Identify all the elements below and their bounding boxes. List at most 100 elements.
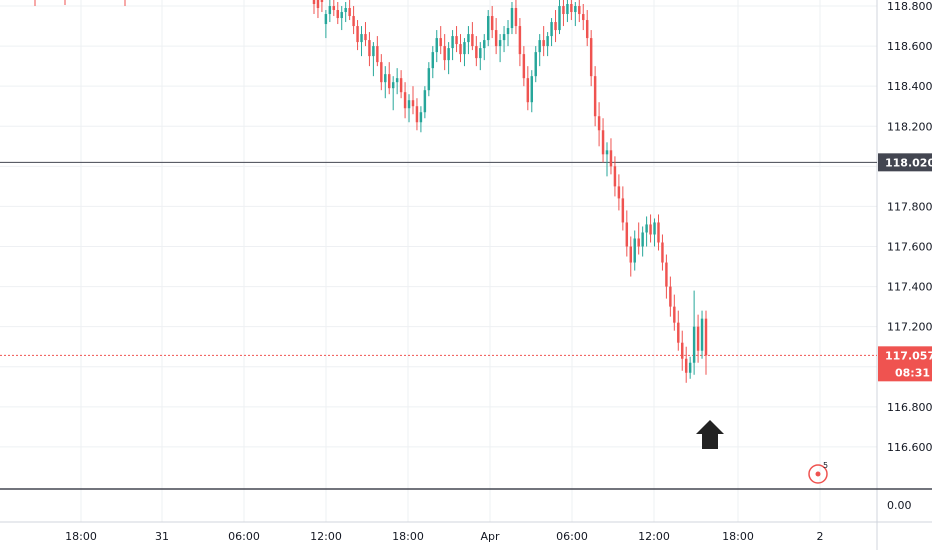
candle-body	[407, 100, 411, 109]
x-tick-label: Apr	[480, 530, 500, 543]
candle-body	[328, 6, 332, 15]
candle-body	[653, 222, 656, 235]
x-tick-label: 12:00	[310, 530, 342, 543]
x-tick-label: 31	[155, 530, 169, 543]
candle-body	[376, 46, 379, 63]
candle-body	[356, 26, 359, 43]
y-tick-label: 116.800	[887, 401, 932, 414]
candle-body	[459, 44, 462, 55]
candle-body	[471, 34, 474, 47]
candle-body	[384, 74, 387, 83]
candle-body	[324, 14, 328, 25]
candle-body	[518, 26, 522, 55]
x-tick-label: 18:00	[392, 530, 424, 543]
candle-body	[637, 238, 640, 247]
x-tick-label: 18:00	[65, 530, 97, 543]
x-tick-label: 18:00	[722, 530, 754, 543]
candle-body	[443, 46, 446, 61]
events-icon[interactable]	[808, 464, 828, 484]
candle-body	[447, 48, 450, 61]
candle-body	[475, 46, 478, 59]
candle-body	[502, 34, 506, 41]
candle-body	[451, 36, 454, 49]
candle-body	[597, 116, 601, 131]
candle-body	[534, 52, 537, 77]
volume-axis-label: 0.00	[887, 499, 912, 512]
y-tick-label: 118.600	[887, 40, 932, 53]
candle-body	[483, 40, 486, 49]
candle-body	[510, 8, 514, 29]
candle-body	[538, 40, 541, 53]
candle-body	[372, 46, 375, 57]
candle-body	[455, 36, 458, 45]
candle-body	[661, 242, 664, 263]
candle-body	[435, 38, 438, 53]
candle-body	[645, 224, 648, 233]
candle-body	[320, 0, 324, 3]
candle-body	[684, 358, 688, 373]
candle-body	[427, 68, 431, 91]
candle-body	[649, 224, 652, 235]
y-tick-label: 117.600	[887, 241, 932, 254]
candle-body	[621, 198, 625, 223]
candle-body	[395, 78, 399, 83]
candle-body	[554, 22, 557, 31]
candle-body	[423, 90, 427, 113]
candle-body	[700, 318, 704, 351]
candle-body	[681, 342, 684, 359]
arrow-up-icon	[696, 420, 724, 449]
candle-body	[530, 76, 534, 103]
candle-body	[688, 362, 692, 373]
candle-body	[657, 222, 660, 243]
candle-body	[352, 16, 355, 27]
candle-body	[562, 6, 565, 15]
candle-body	[439, 38, 442, 47]
candle-body	[526, 78, 530, 103]
candle-body	[415, 106, 419, 123]
candle-body	[399, 78, 403, 93]
candle-body	[431, 52, 435, 69]
events-icon-dot	[815, 471, 821, 477]
candle-body	[498, 40, 502, 47]
x-tick-label: 06:00	[556, 530, 588, 543]
x-tick-label: 2	[817, 530, 824, 543]
candle-body	[641, 232, 644, 247]
candle-body	[344, 8, 347, 13]
candle-body	[609, 150, 613, 167]
candle-body	[542, 40, 545, 47]
candle-body	[669, 286, 672, 307]
candle-body	[312, 0, 316, 5]
candle-body	[613, 166, 617, 187]
candle-body	[332, 6, 336, 11]
candle-body	[364, 34, 367, 41]
x-tick-label: 06:00	[228, 530, 260, 543]
y-tick-label: 117.400	[887, 281, 932, 294]
candle-body	[574, 6, 577, 13]
candle-body	[696, 326, 700, 351]
x-tick-label: 12:00	[638, 530, 670, 543]
candle-body	[514, 8, 518, 27]
horizontal-line-label: 118.020	[885, 156, 932, 169]
y-tick-label: 117.200	[887, 321, 932, 334]
candle-body	[486, 16, 490, 41]
horizontal-line-tag[interactable]	[878, 153, 932, 172]
candle-body	[340, 12, 343, 19]
candle-body	[522, 54, 526, 79]
candle-body	[566, 4, 569, 15]
events-count: 5	[823, 461, 828, 470]
candle-body	[605, 150, 609, 155]
candle-body	[692, 326, 696, 363]
candle-body	[558, 6, 561, 31]
candle-body	[629, 246, 632, 263]
candle-body	[391, 82, 395, 89]
candle-body	[467, 34, 470, 43]
last-price-tag	[878, 346, 932, 382]
candle-body	[411, 100, 415, 107]
y-tick-label: 118.200	[887, 120, 932, 133]
candle-body	[633, 238, 636, 263]
candle-body	[403, 92, 407, 109]
candle-body	[419, 112, 423, 123]
y-tick-label: 117.800	[887, 200, 932, 213]
candle-body	[585, 20, 589, 39]
